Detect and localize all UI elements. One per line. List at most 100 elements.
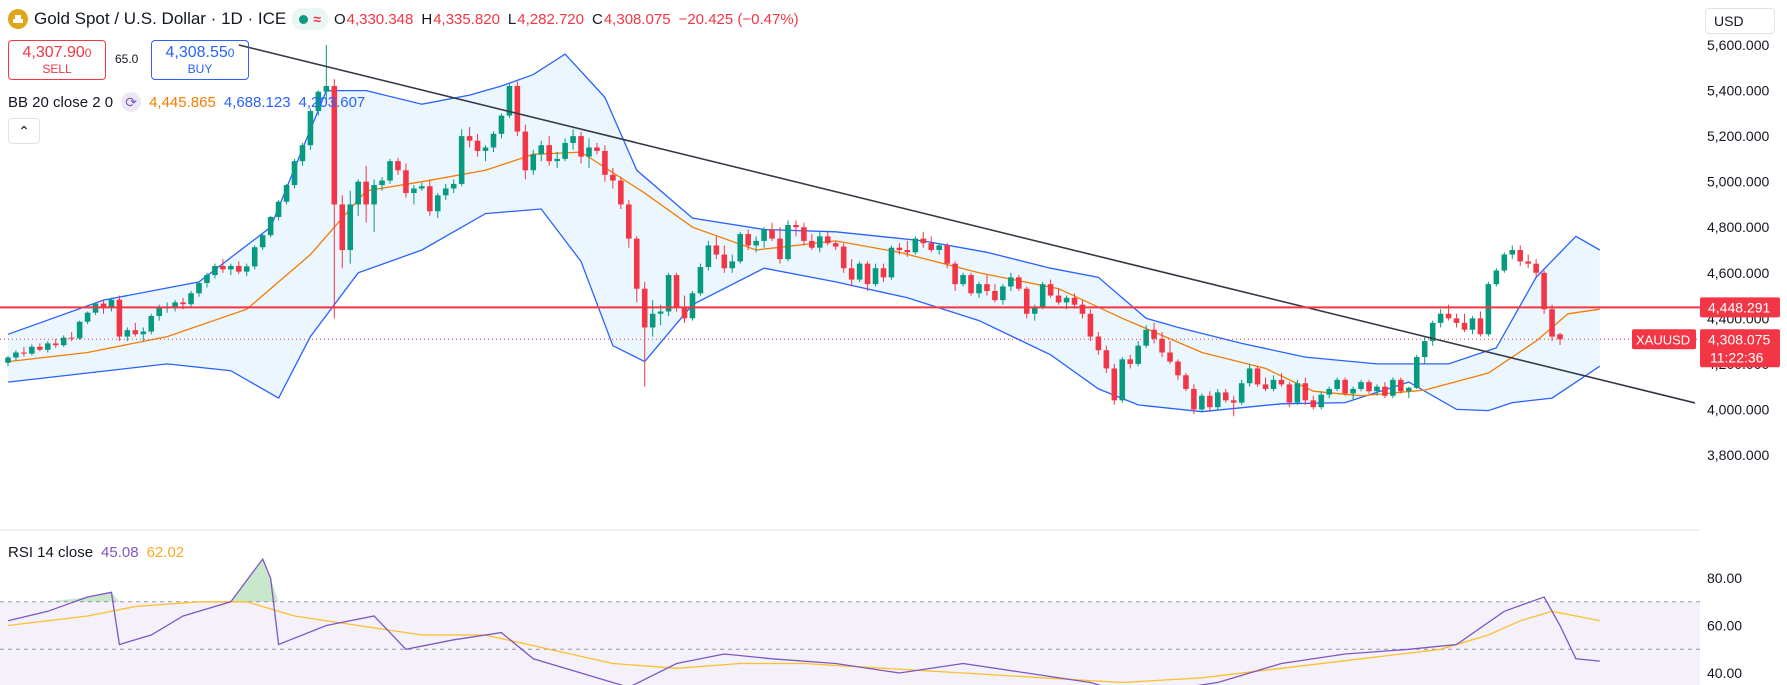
candle	[1079, 300, 1086, 319]
candle-body	[395, 161, 401, 171]
refresh-icon[interactable]: ⟳	[121, 92, 142, 112]
candle	[610, 168, 616, 189]
rsi-name: RSI 14 close	[8, 544, 94, 561]
candle-body	[1294, 383, 1301, 403]
rsi-legend[interactable]: RSI 14 close 45.08 62.02	[8, 544, 184, 561]
candle	[1151, 322, 1157, 344]
candle-body	[809, 240, 815, 248]
market-status-pill[interactable]: ≈	[292, 8, 328, 30]
buy-button[interactable]: 4,308.550 BUY	[151, 40, 249, 80]
candle	[1039, 281, 1046, 310]
rsi-pane	[0, 557, 1700, 685]
candle	[1254, 366, 1261, 387]
candle	[1143, 325, 1149, 348]
candle	[21, 346, 27, 357]
close-value: 4,308.075	[603, 10, 671, 28]
candle	[832, 240, 839, 250]
candle-body	[984, 284, 990, 291]
candle-body	[928, 243, 935, 250]
candle	[872, 263, 879, 287]
candle-body	[283, 185, 290, 202]
candle-body	[76, 321, 83, 339]
collapse-legend-button[interactable]: ⌃	[8, 118, 40, 144]
chevron-up-icon: ⌃	[18, 123, 30, 139]
candle	[395, 157, 401, 175]
candle	[681, 295, 688, 323]
candle	[442, 183, 449, 200]
candle	[912, 236, 919, 255]
candle-body	[363, 181, 369, 205]
candle-body	[944, 245, 950, 264]
candle	[522, 124, 529, 180]
candle	[1175, 359, 1181, 380]
candle	[1493, 268, 1500, 287]
candle	[1398, 377, 1404, 394]
candle-body	[1183, 375, 1189, 389]
candle	[243, 263, 250, 277]
candle	[713, 236, 720, 260]
candle-body	[1230, 400, 1237, 403]
candle	[1366, 379, 1372, 394]
candle	[84, 311, 91, 325]
candle	[1016, 275, 1022, 291]
candle-body	[1159, 338, 1165, 353]
candle	[1406, 386, 1412, 399]
candle	[745, 229, 751, 250]
candle	[904, 240, 911, 257]
candle	[1413, 354, 1420, 389]
candle-body	[1541, 272, 1547, 310]
candle-body	[880, 268, 887, 278]
candle-body	[196, 283, 202, 294]
candle	[275, 199, 282, 221]
sell-button[interactable]: 4,307.900 SELL	[8, 40, 106, 80]
candle-body	[912, 238, 919, 253]
candle	[649, 300, 656, 337]
symbol-label: XAUUSD	[1636, 332, 1690, 347]
bb-legend[interactable]: BB 20 close 2 0 ⟳ 4,445.865 4,688.123 4,…	[8, 92, 365, 112]
countdown-label: 11:22:36	[1710, 349, 1764, 365]
currency-select[interactable]: USD	[1705, 8, 1775, 34]
candle	[434, 193, 441, 219]
candle	[1358, 379, 1364, 392]
price-tick-label: 5,400.000	[1707, 83, 1769, 99]
candle	[594, 142, 600, 155]
candle-body	[188, 293, 194, 305]
candle-body	[1095, 336, 1102, 351]
candle-body	[132, 330, 139, 335]
candle	[204, 272, 210, 288]
candle-body	[498, 115, 505, 134]
candle	[578, 131, 584, 164]
candle-body	[1008, 277, 1014, 287]
candle	[856, 261, 863, 282]
candle-body	[307, 111, 314, 146]
candle-body	[100, 303, 107, 309]
candle-body	[1246, 368, 1253, 384]
bb-upper-value: 4,688.123	[223, 93, 291, 111]
candle	[602, 145, 608, 182]
candle-body	[1207, 395, 1213, 408]
candle-body	[220, 265, 226, 270]
candle-body	[1111, 368, 1118, 401]
candle-body	[84, 312, 91, 322]
ohlc-readout: O4,330.348 H4,335.820 L4,282.720 C4,308.…	[333, 10, 799, 28]
candle	[1207, 391, 1213, 412]
candle-body	[1366, 382, 1372, 392]
candle	[626, 199, 632, 248]
candle-body	[1517, 250, 1524, 262]
price-axis: 5,600.000 5,400.000 5,200.000 5,000.000 4,80…	[1632, 0, 1787, 685]
candle-body	[514, 86, 521, 132]
symbol-title[interactable]: Gold Spot / U.S. Dollar · 1D · ICE	[34, 9, 287, 28]
candle	[1437, 309, 1444, 328]
gold-coin-icon	[8, 9, 28, 29]
candle-body	[1342, 379, 1348, 394]
candle	[968, 272, 974, 296]
candle	[331, 79, 338, 319]
candle	[212, 263, 218, 279]
candle	[1350, 386, 1356, 401]
candle-body	[419, 186, 425, 189]
candle	[291, 158, 298, 189]
candle-body	[1406, 387, 1412, 392]
candle	[840, 243, 847, 273]
last-price-label-bg	[1700, 329, 1780, 368]
